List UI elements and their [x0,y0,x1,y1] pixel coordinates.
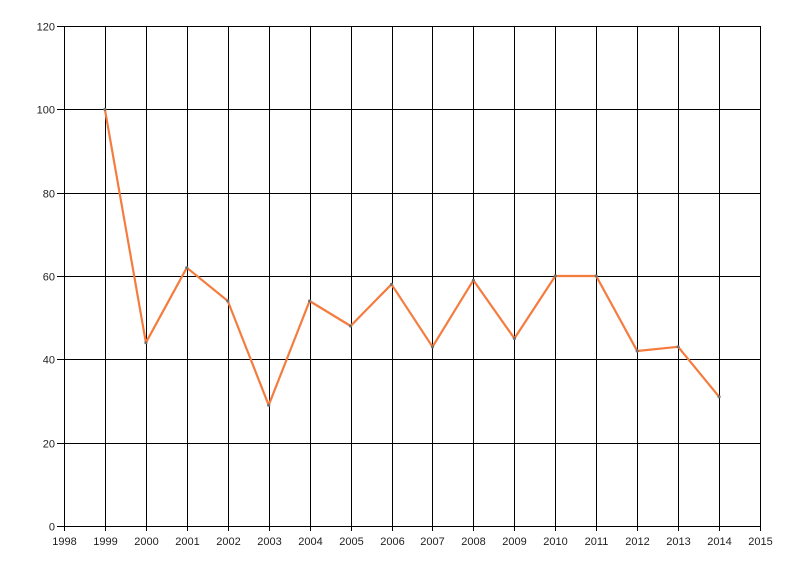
data-point-marker [635,349,639,353]
data-point-marker [512,336,517,341]
x-axis-tick-label: 2006 [380,536,404,548]
x-axis-tick-label: 2003 [257,536,281,548]
x-axis-tick-label: 1999 [93,536,117,548]
x-axis-tick-label: 2013 [666,536,690,548]
x-axis-tick-label: 2002 [216,536,240,548]
y-axis-tick-label: 40 [43,355,55,367]
data-point-marker [389,282,394,286]
x-axis-tick-label: 2014 [707,536,731,548]
x-axis-tick-label: 2009 [502,536,526,548]
x-axis-tick-label: 2012 [625,536,649,548]
x-axis-tick-label: 2015 [748,536,772,548]
x-axis-tick-label: 2000 [134,536,158,548]
x-axis-tick-label: 2010 [543,536,567,548]
y-axis-tick-label: 120 [37,22,55,34]
y-axis-tick-label: 20 [43,439,55,451]
data-point-marker [430,345,435,349]
data-point-marker [717,395,721,399]
data-point-marker [103,107,107,111]
data-point-marker [471,278,475,282]
data-point-marker [553,274,557,278]
data-point-marker [308,299,312,303]
x-axis-tick-label: 2007 [420,536,444,548]
data-point-marker [185,266,189,270]
data-point-marker [349,324,353,328]
x-axis-tick-label: 2005 [339,536,363,548]
x-axis-tick-label: 2008 [461,536,485,548]
data-point-marker [144,341,148,345]
y-axis-tick-label: 80 [43,189,55,201]
data-point-marker [267,403,271,407]
x-axis-tick-label: 2001 [175,536,199,548]
y-axis-tick-label: 60 [43,272,55,284]
data-point-marker [594,274,598,278]
x-axis-tick-label: 1998 [52,536,76,548]
y-axis-tick-label: 100 [37,105,55,117]
x-axis-tick-label: 2011 [585,536,609,548]
x-axis-tick-label: 2004 [298,536,322,548]
data-series-line [103,108,721,407]
y-axis-tick-label: 0 [49,522,55,534]
data-point-marker [676,345,680,349]
data-point-marker [226,299,230,303]
